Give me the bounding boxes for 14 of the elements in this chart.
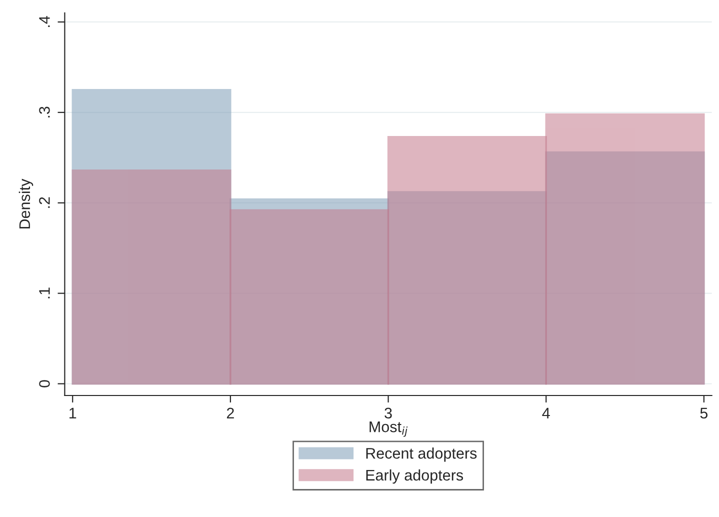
y-tick-label: .2 [39, 197, 50, 208]
y-tick-label: 0 [39, 380, 50, 388]
y-axis-title: Density [18, 178, 34, 228]
x-tick-label: 2 [226, 408, 234, 418]
y-tick-label: .3 [39, 106, 50, 118]
legend-label: Recent adopters [366, 448, 477, 462]
x-tick-label: 4 [542, 408, 550, 418]
x-tick-label: 1 [70, 408, 76, 418]
y-tick-label: .4 [39, 16, 50, 27]
x-tick-label: 3 [384, 408, 392, 419]
y-tick-label: .1 [39, 288, 50, 298]
x-tick-label: 5 [700, 408, 708, 419]
legend-label: Early adopters [366, 469, 464, 484]
x-axis-title: Most$_{ij}$ [370, 422, 408, 437]
